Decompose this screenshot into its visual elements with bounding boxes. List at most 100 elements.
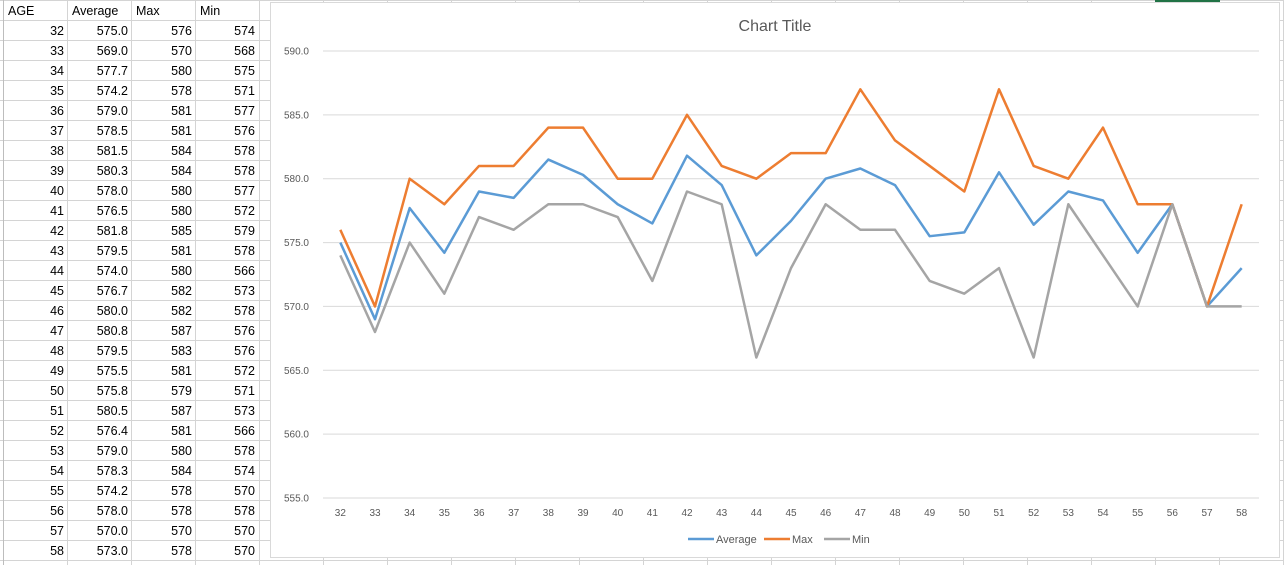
cell-average[interactable]: 574.0 (96, 264, 128, 278)
cell-max[interactable]: 587 (171, 324, 192, 338)
cell-average[interactable]: 573.0 (96, 544, 128, 558)
cell-age[interactable]: 33 (50, 44, 64, 58)
cell-min[interactable]: 578 (234, 244, 255, 258)
cell-average[interactable]: 580.5 (96, 404, 128, 418)
cell-age[interactable]: 55 (50, 484, 64, 498)
header-cell-average[interactable]: Average (72, 4, 119, 18)
cell-max[interactable]: 581 (171, 364, 192, 378)
cell-min[interactable]: 575 (234, 64, 255, 78)
cell-average[interactable]: 579.5 (96, 344, 128, 358)
cell-min[interactable]: 573 (234, 284, 255, 298)
cell-age[interactable]: 58 (50, 544, 64, 558)
cell-average[interactable]: 581.5 (96, 144, 128, 158)
cell-min[interactable]: 577 (234, 184, 255, 198)
cell-max[interactable]: 580 (171, 264, 192, 278)
cell-max[interactable]: 584 (171, 144, 192, 158)
cell-age[interactable]: 46 (50, 304, 64, 318)
cell-average[interactable]: 581.8 (96, 224, 128, 238)
cell-age[interactable]: 45 (50, 284, 64, 298)
cell-average[interactable]: 576.5 (96, 204, 128, 218)
cell-average[interactable]: 577.7 (96, 64, 128, 78)
cell-age[interactable]: 56 (50, 504, 64, 518)
cell-min[interactable]: 579 (234, 224, 255, 238)
cell-max[interactable]: 570 (171, 44, 192, 58)
cell-min[interactable]: 578 (234, 144, 255, 158)
cell-age[interactable]: 43 (50, 244, 64, 258)
cell-age[interactable]: 48 (50, 344, 64, 358)
cell-average[interactable]: 569.0 (96, 44, 128, 58)
cell-average[interactable]: 579.5 (96, 244, 128, 258)
cell-min[interactable]: 570 (234, 544, 255, 558)
cell-age[interactable]: 41 (50, 204, 64, 218)
series-line-average[interactable] (339, 154, 1243, 321)
cell-age[interactable]: 35 (50, 84, 64, 98)
series-line-min[interactable] (339, 190, 1242, 359)
cell-min[interactable]: 578 (234, 164, 255, 178)
cell-max[interactable]: 585 (171, 224, 192, 238)
cell-min[interactable]: 566 (234, 424, 255, 438)
cell-average[interactable]: 578.0 (96, 184, 128, 198)
cell-age[interactable]: 57 (50, 524, 64, 538)
cell-age[interactable]: 42 (50, 224, 64, 238)
cell-average[interactable]: 579.0 (96, 444, 128, 458)
cell-max[interactable]: 583 (171, 344, 192, 358)
cell-average[interactable]: 575.0 (96, 24, 128, 38)
cell-age[interactable]: 49 (50, 364, 64, 378)
cell-min[interactable]: 576 (234, 124, 255, 138)
cell-age[interactable]: 38 (50, 144, 64, 158)
cell-average[interactable]: 575.5 (96, 364, 128, 378)
cell-min[interactable]: 574 (234, 24, 255, 38)
cell-average[interactable]: 576.7 (96, 284, 128, 298)
cell-min[interactable]: 577 (234, 104, 255, 118)
cell-max[interactable]: 581 (171, 124, 192, 138)
cell-age[interactable]: 44 (50, 264, 64, 278)
cell-age[interactable]: 51 (50, 404, 64, 418)
cell-max[interactable]: 578 (171, 484, 192, 498)
cell-age[interactable]: 32 (50, 24, 64, 38)
cell-min[interactable]: 572 (234, 364, 255, 378)
cell-max[interactable]: 580 (171, 184, 192, 198)
cell-min[interactable]: 570 (234, 524, 255, 538)
cell-average[interactable]: 574.2 (96, 84, 128, 98)
cell-average[interactable]: 570.0 (96, 524, 128, 538)
cell-max[interactable]: 581 (171, 244, 192, 258)
cell-max[interactable]: 580 (171, 64, 192, 78)
cell-min[interactable]: 576 (234, 344, 255, 358)
cell-min[interactable]: 578 (234, 444, 255, 458)
cell-max[interactable]: 580 (171, 204, 192, 218)
cell-min[interactable]: 571 (234, 84, 255, 98)
cell-min[interactable]: 566 (234, 264, 255, 278)
cell-max[interactable]: 580 (171, 444, 192, 458)
cell-min[interactable]: 570 (234, 484, 255, 498)
cell-average[interactable]: 576.4 (96, 424, 128, 438)
header-cell-age[interactable]: AGE (8, 4, 35, 18)
cell-min[interactable]: 578 (234, 304, 255, 318)
cell-max[interactable]: 578 (171, 504, 192, 518)
cell-min[interactable]: 574 (234, 464, 255, 478)
cell-min[interactable]: 576 (234, 324, 255, 338)
cell-age[interactable]: 52 (50, 424, 64, 438)
cell-max[interactable]: 578 (171, 84, 192, 98)
cell-age[interactable]: 37 (50, 124, 64, 138)
cell-average[interactable]: 580.3 (96, 164, 128, 178)
cell-max[interactable]: 582 (171, 284, 192, 298)
cell-age[interactable]: 36 (50, 104, 64, 118)
cell-average[interactable]: 579.0 (96, 104, 128, 118)
cell-average[interactable]: 580.0 (96, 304, 128, 318)
cell-max[interactable]: 587 (171, 404, 192, 418)
cell-age[interactable]: 54 (50, 464, 64, 478)
cell-age[interactable]: 53 (50, 444, 64, 458)
cell-min[interactable]: 572 (234, 204, 255, 218)
cell-average[interactable]: 578.0 (96, 504, 128, 518)
header-cell-min[interactable]: Min (200, 4, 221, 18)
cell-age[interactable]: 40 (50, 184, 64, 198)
cell-max[interactable]: 582 (171, 304, 192, 318)
line-chart[interactable]: Chart Title 555.0 560.0 565.0 570.0 575.0 580… (270, 2, 1280, 558)
cell-average[interactable]: 575.8 (96, 384, 128, 398)
cell-max[interactable]: 570 (171, 524, 192, 538)
cell-max[interactable]: 584 (171, 464, 192, 478)
cell-min[interactable]: 573 (234, 404, 255, 418)
cell-age[interactable]: 50 (50, 384, 64, 398)
cell-age[interactable]: 34 (50, 64, 64, 78)
cell-average[interactable]: 578.5 (96, 124, 128, 138)
